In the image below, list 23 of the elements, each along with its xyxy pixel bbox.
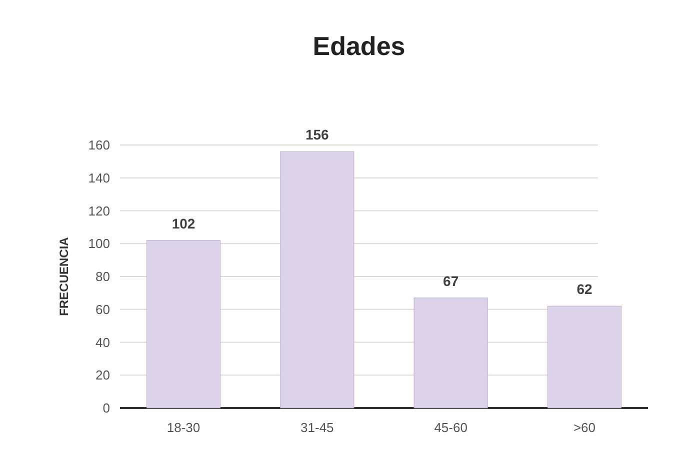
data-label: 67 (443, 272, 459, 289)
y-tick-label: 0 (102, 400, 110, 416)
data-label: 102 (172, 215, 196, 232)
y-axis-title: FRECUENCIA (57, 236, 71, 316)
y-tick-label: 20 (96, 368, 110, 383)
y-tick-label: 160 (88, 138, 110, 153)
y-tick-label: 60 (96, 302, 110, 317)
bar (414, 298, 488, 408)
y-tick-label: 80 (96, 269, 110, 284)
x-tick-label: 45-60 (434, 420, 468, 435)
y-tick-label: 100 (88, 236, 110, 252)
bar (146, 240, 221, 408)
y-tick-label: 140 (88, 170, 110, 186)
bar (280, 151, 354, 408)
data-label: 156 (305, 126, 330, 143)
x-tick-label: >60 (573, 420, 596, 435)
x-tick-label: 31-45 (300, 420, 334, 435)
y-tick-label: 40 (96, 334, 110, 350)
x-tick-label: 18-30 (166, 420, 200, 435)
data-label: 62 (576, 281, 593, 298)
y-tick-label: 120 (88, 203, 110, 218)
chart-title: Edades (312, 31, 406, 61)
bar (547, 306, 622, 408)
